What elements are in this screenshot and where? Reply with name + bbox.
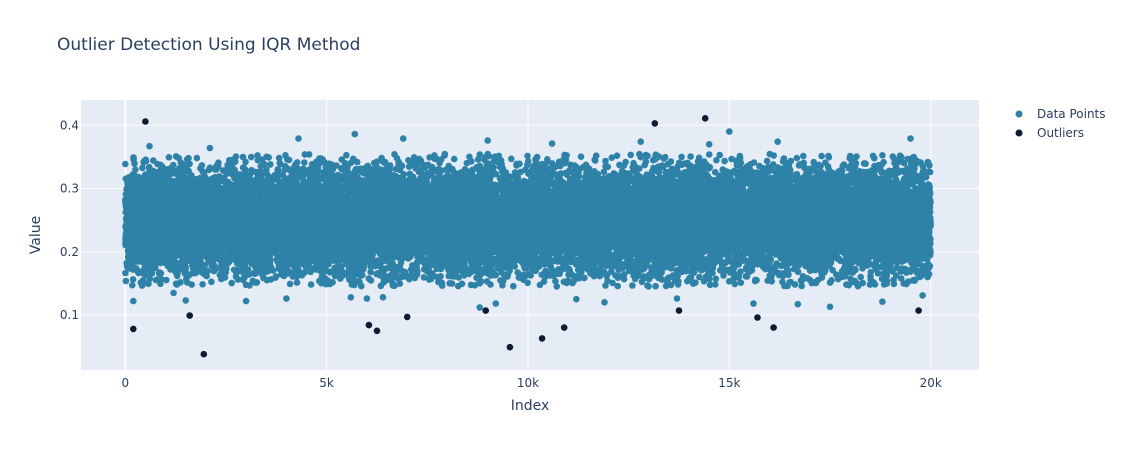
data-point bbox=[254, 279, 261, 286]
data-point bbox=[208, 279, 215, 286]
data-point bbox=[265, 154, 272, 161]
data-point bbox=[186, 161, 193, 168]
data-point bbox=[267, 256, 274, 263]
data-point bbox=[228, 280, 235, 287]
data-point bbox=[158, 270, 165, 277]
data-point bbox=[185, 155, 192, 162]
data-point bbox=[170, 162, 177, 169]
data-point bbox=[286, 157, 293, 164]
data-point bbox=[182, 266, 189, 273]
data-point bbox=[149, 270, 156, 277]
data-point bbox=[122, 161, 129, 168]
data-point bbox=[163, 277, 170, 284]
data-point bbox=[287, 281, 294, 288]
data-point bbox=[308, 281, 315, 288]
data-point bbox=[301, 159, 308, 166]
data-point bbox=[139, 165, 146, 172]
data-point bbox=[242, 159, 249, 166]
data-point bbox=[194, 155, 201, 162]
data-point bbox=[177, 279, 184, 286]
data-point bbox=[131, 160, 138, 167]
data-point bbox=[132, 166, 139, 173]
data-point bbox=[306, 151, 313, 158]
data-point bbox=[123, 278, 130, 285]
data-point bbox=[248, 154, 255, 161]
data-point bbox=[130, 276, 137, 283]
data-point bbox=[294, 159, 301, 166]
chart-title: Outlier Detection Using IQR Method bbox=[57, 35, 360, 55]
data-point bbox=[129, 282, 136, 289]
data-point bbox=[267, 161, 274, 168]
data-point bbox=[294, 279, 301, 286]
data-point bbox=[199, 162, 206, 169]
data-point bbox=[188, 281, 195, 288]
data-point bbox=[166, 154, 173, 161]
data-point bbox=[215, 159, 222, 166]
data-point bbox=[205, 268, 212, 275]
data-point bbox=[143, 158, 150, 165]
data-point bbox=[233, 153, 240, 160]
data-point bbox=[199, 281, 206, 288]
data-point bbox=[270, 267, 277, 274]
